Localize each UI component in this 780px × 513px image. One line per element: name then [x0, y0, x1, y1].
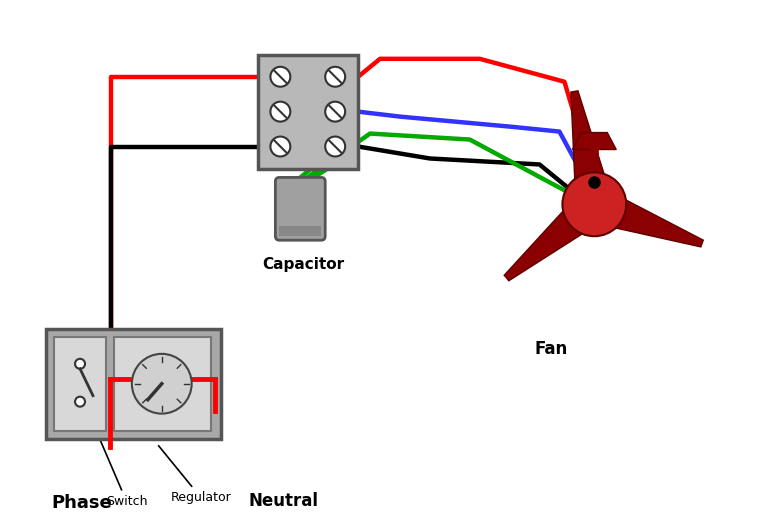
Text: Phase: Phase — [51, 495, 112, 512]
FancyBboxPatch shape — [114, 337, 211, 430]
Circle shape — [271, 67, 290, 87]
Circle shape — [271, 136, 290, 156]
Circle shape — [325, 102, 345, 122]
FancyBboxPatch shape — [279, 226, 321, 236]
Text: Regulator: Regulator — [158, 446, 232, 504]
Text: Fan: Fan — [534, 340, 568, 358]
Text: Capacitor: Capacitor — [262, 257, 345, 272]
Circle shape — [325, 136, 345, 156]
FancyBboxPatch shape — [258, 55, 358, 169]
Polygon shape — [571, 91, 605, 180]
Polygon shape — [573, 132, 616, 149]
Circle shape — [325, 67, 345, 87]
Polygon shape — [615, 200, 704, 247]
Circle shape — [271, 102, 290, 122]
Text: Neutral: Neutral — [249, 492, 318, 510]
Polygon shape — [504, 211, 583, 281]
Circle shape — [132, 354, 192, 413]
FancyBboxPatch shape — [54, 337, 106, 430]
FancyBboxPatch shape — [275, 177, 325, 240]
FancyBboxPatch shape — [46, 329, 221, 439]
Circle shape — [75, 397, 85, 407]
Text: Switch: Switch — [89, 414, 147, 508]
Circle shape — [75, 359, 85, 369]
Circle shape — [562, 172, 626, 236]
